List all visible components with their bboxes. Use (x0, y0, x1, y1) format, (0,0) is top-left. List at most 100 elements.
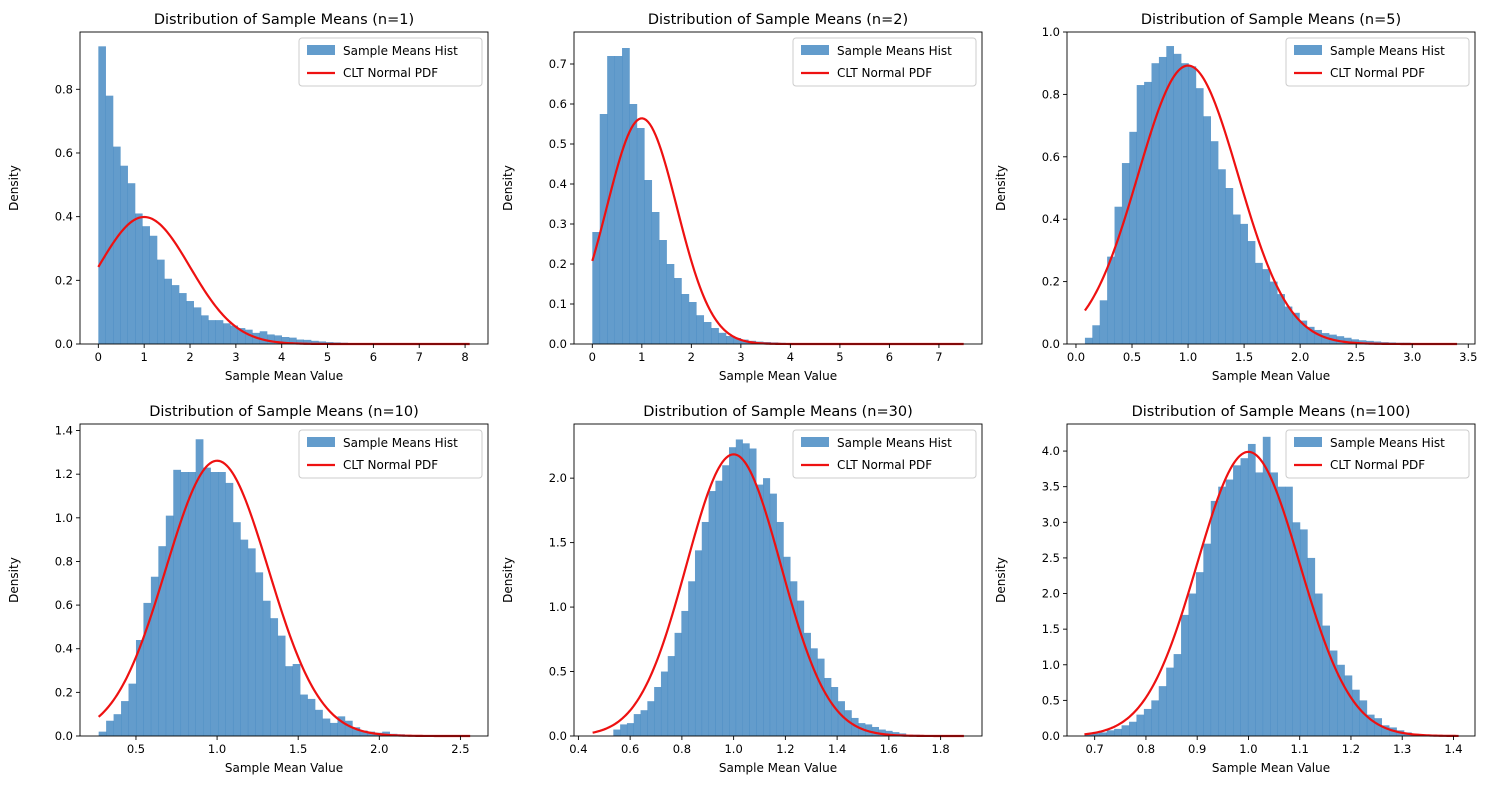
legend-pdf-label: CLT Normal PDF (1330, 458, 1425, 472)
hist-bar (1114, 206, 1123, 344)
hist-bar (149, 235, 158, 344)
hist-bar (230, 325, 238, 344)
y-tick-label: 1.0 (1042, 658, 1060, 672)
hist-bar (607, 56, 615, 344)
x-tick-label: 0.0 (1067, 350, 1085, 364)
hist-bar (1232, 214, 1241, 344)
legend-hist-swatch (801, 437, 829, 447)
hist-bar (592, 232, 601, 344)
hist-bar (763, 478, 771, 736)
hist-bar (1351, 689, 1360, 736)
legend-hist-label: Sample Means Hist (837, 44, 952, 58)
hist-bar (659, 240, 667, 344)
hist-bar (871, 726, 879, 736)
hist-bar (193, 307, 202, 344)
hist-bar (633, 714, 641, 736)
hist-bar (1336, 336, 1345, 344)
histogram-bars (592, 48, 964, 344)
chart-panel-6: 0.7 0.8 0.9 1.0 1.1 1.2 1.3 1.4 0.0 0.5 1.0 1.5 2.0 2… (994, 404, 1476, 775)
legend-pdf-label: CLT Normal PDF (837, 66, 932, 80)
hist-bar (1106, 730, 1115, 736)
hist-bar (203, 467, 211, 736)
x-axis-label: Sample Mean Value (1212, 369, 1330, 383)
legend: Sample Means Hist CLT Normal PDF (792, 37, 977, 87)
x-tick-label: 1 (638, 350, 645, 364)
hist-bar (647, 701, 655, 736)
y-tick-label: 0.0 (1042, 729, 1060, 743)
hist-bar (1381, 725, 1390, 736)
hist-bar (1247, 241, 1256, 344)
y-tick-label: 1.4 (55, 424, 73, 438)
hist-bar (289, 337, 297, 344)
hist-bar (666, 264, 675, 344)
y-tick-label: 0.5 (1042, 693, 1060, 707)
legend-box (1285, 37, 1470, 87)
legend-hist-label: Sample Means Hist (343, 436, 458, 450)
hist-bar (1262, 436, 1271, 736)
x-axis-label: Sample Mean Value (719, 369, 837, 383)
y-tick-label: 0.4 (549, 177, 567, 191)
hist-bar (1329, 650, 1338, 736)
hist-bar (315, 709, 323, 736)
hist-bar (885, 730, 893, 736)
legend-pdf-label: CLT Normal PDF (1330, 66, 1425, 80)
hist-bar (1166, 46, 1175, 344)
y-tick-label: 1.0 (549, 600, 567, 614)
hist-bar (165, 515, 174, 736)
x-tick-label: 1.4 (828, 742, 846, 756)
x-tick-label: 1.0 (1239, 742, 1257, 756)
y-tick-label: 2.0 (1042, 587, 1060, 601)
hist-bar (1233, 465, 1241, 736)
x-tick-label: 1.0 (208, 742, 226, 756)
plot-frame (1066, 31, 1476, 345)
hist-bar (688, 581, 696, 736)
x-tick-label: 1.0 (1179, 350, 1197, 364)
hist-bar (337, 716, 346, 736)
chart-panel-1: 0 1 2 3 4 5 6 7 8 0.0 0.2 0.4 0.6 0.8 Distribution of … (7, 12, 489, 383)
hist-bar (660, 671, 669, 736)
y-tick-label: 1.5 (1042, 622, 1060, 636)
hist-bar (1262, 269, 1271, 344)
hist-bar (1158, 56, 1167, 345)
hist-bar (245, 329, 253, 344)
hist-bar (296, 339, 305, 344)
y-tick-label: 0.2 (1042, 275, 1060, 289)
x-tick-label: 5 (836, 350, 843, 364)
hist-bar (1322, 625, 1330, 736)
x-tick-label: 1 (141, 350, 148, 364)
hist-bar (1299, 320, 1308, 344)
plot-frame (1066, 423, 1476, 737)
hist-bar (1225, 479, 1234, 736)
hist-bar (1277, 486, 1286, 736)
x-tick-label: 7 (416, 350, 423, 364)
hist-bar (142, 226, 150, 344)
hist-bar (1374, 718, 1383, 736)
hist-bar (1092, 325, 1101, 344)
chart-panel-3: 0.0 0.5 1.0 1.5 2.0 2.5 3.0 3.5 0.0 0.2 0.4 0.6 0.8 1… (994, 12, 1477, 383)
hist-bar (1358, 340, 1367, 344)
legend: Sample Means Hist CLT Normal PDF (1285, 37, 1470, 87)
hist-bar (121, 701, 129, 736)
x-tick-label: 4 (787, 350, 794, 364)
hist-bar (186, 301, 194, 344)
y-axis-label: Density (7, 165, 21, 211)
x-tick-label: 7 (935, 350, 942, 364)
chart-panel-4: 0.5 1.0 1.5 2.0 2.5 0.0 0.2 0.4 0.6 0.8 1.0 1.2 1.4 D… (7, 404, 489, 775)
y-tick-label: 0.8 (1042, 87, 1060, 101)
hist-bar (749, 448, 757, 736)
y-tick-label: 0.6 (549, 97, 567, 111)
y-tick-label: 0.8 (55, 82, 73, 96)
hist-bar (674, 278, 682, 344)
x-tick-label: 6 (370, 350, 377, 364)
hist-bar (651, 212, 660, 344)
hist-bar (810, 648, 818, 736)
hist-bar (158, 546, 167, 736)
x-tick-label: 1.5 (289, 742, 307, 756)
y-tick-label: 2.0 (549, 471, 567, 485)
hist-bar (1337, 664, 1345, 736)
y-tick-label: 0.0 (55, 337, 73, 351)
hist-bar (208, 320, 216, 344)
hist-bar (1129, 721, 1137, 736)
hist-bar (277, 635, 286, 736)
